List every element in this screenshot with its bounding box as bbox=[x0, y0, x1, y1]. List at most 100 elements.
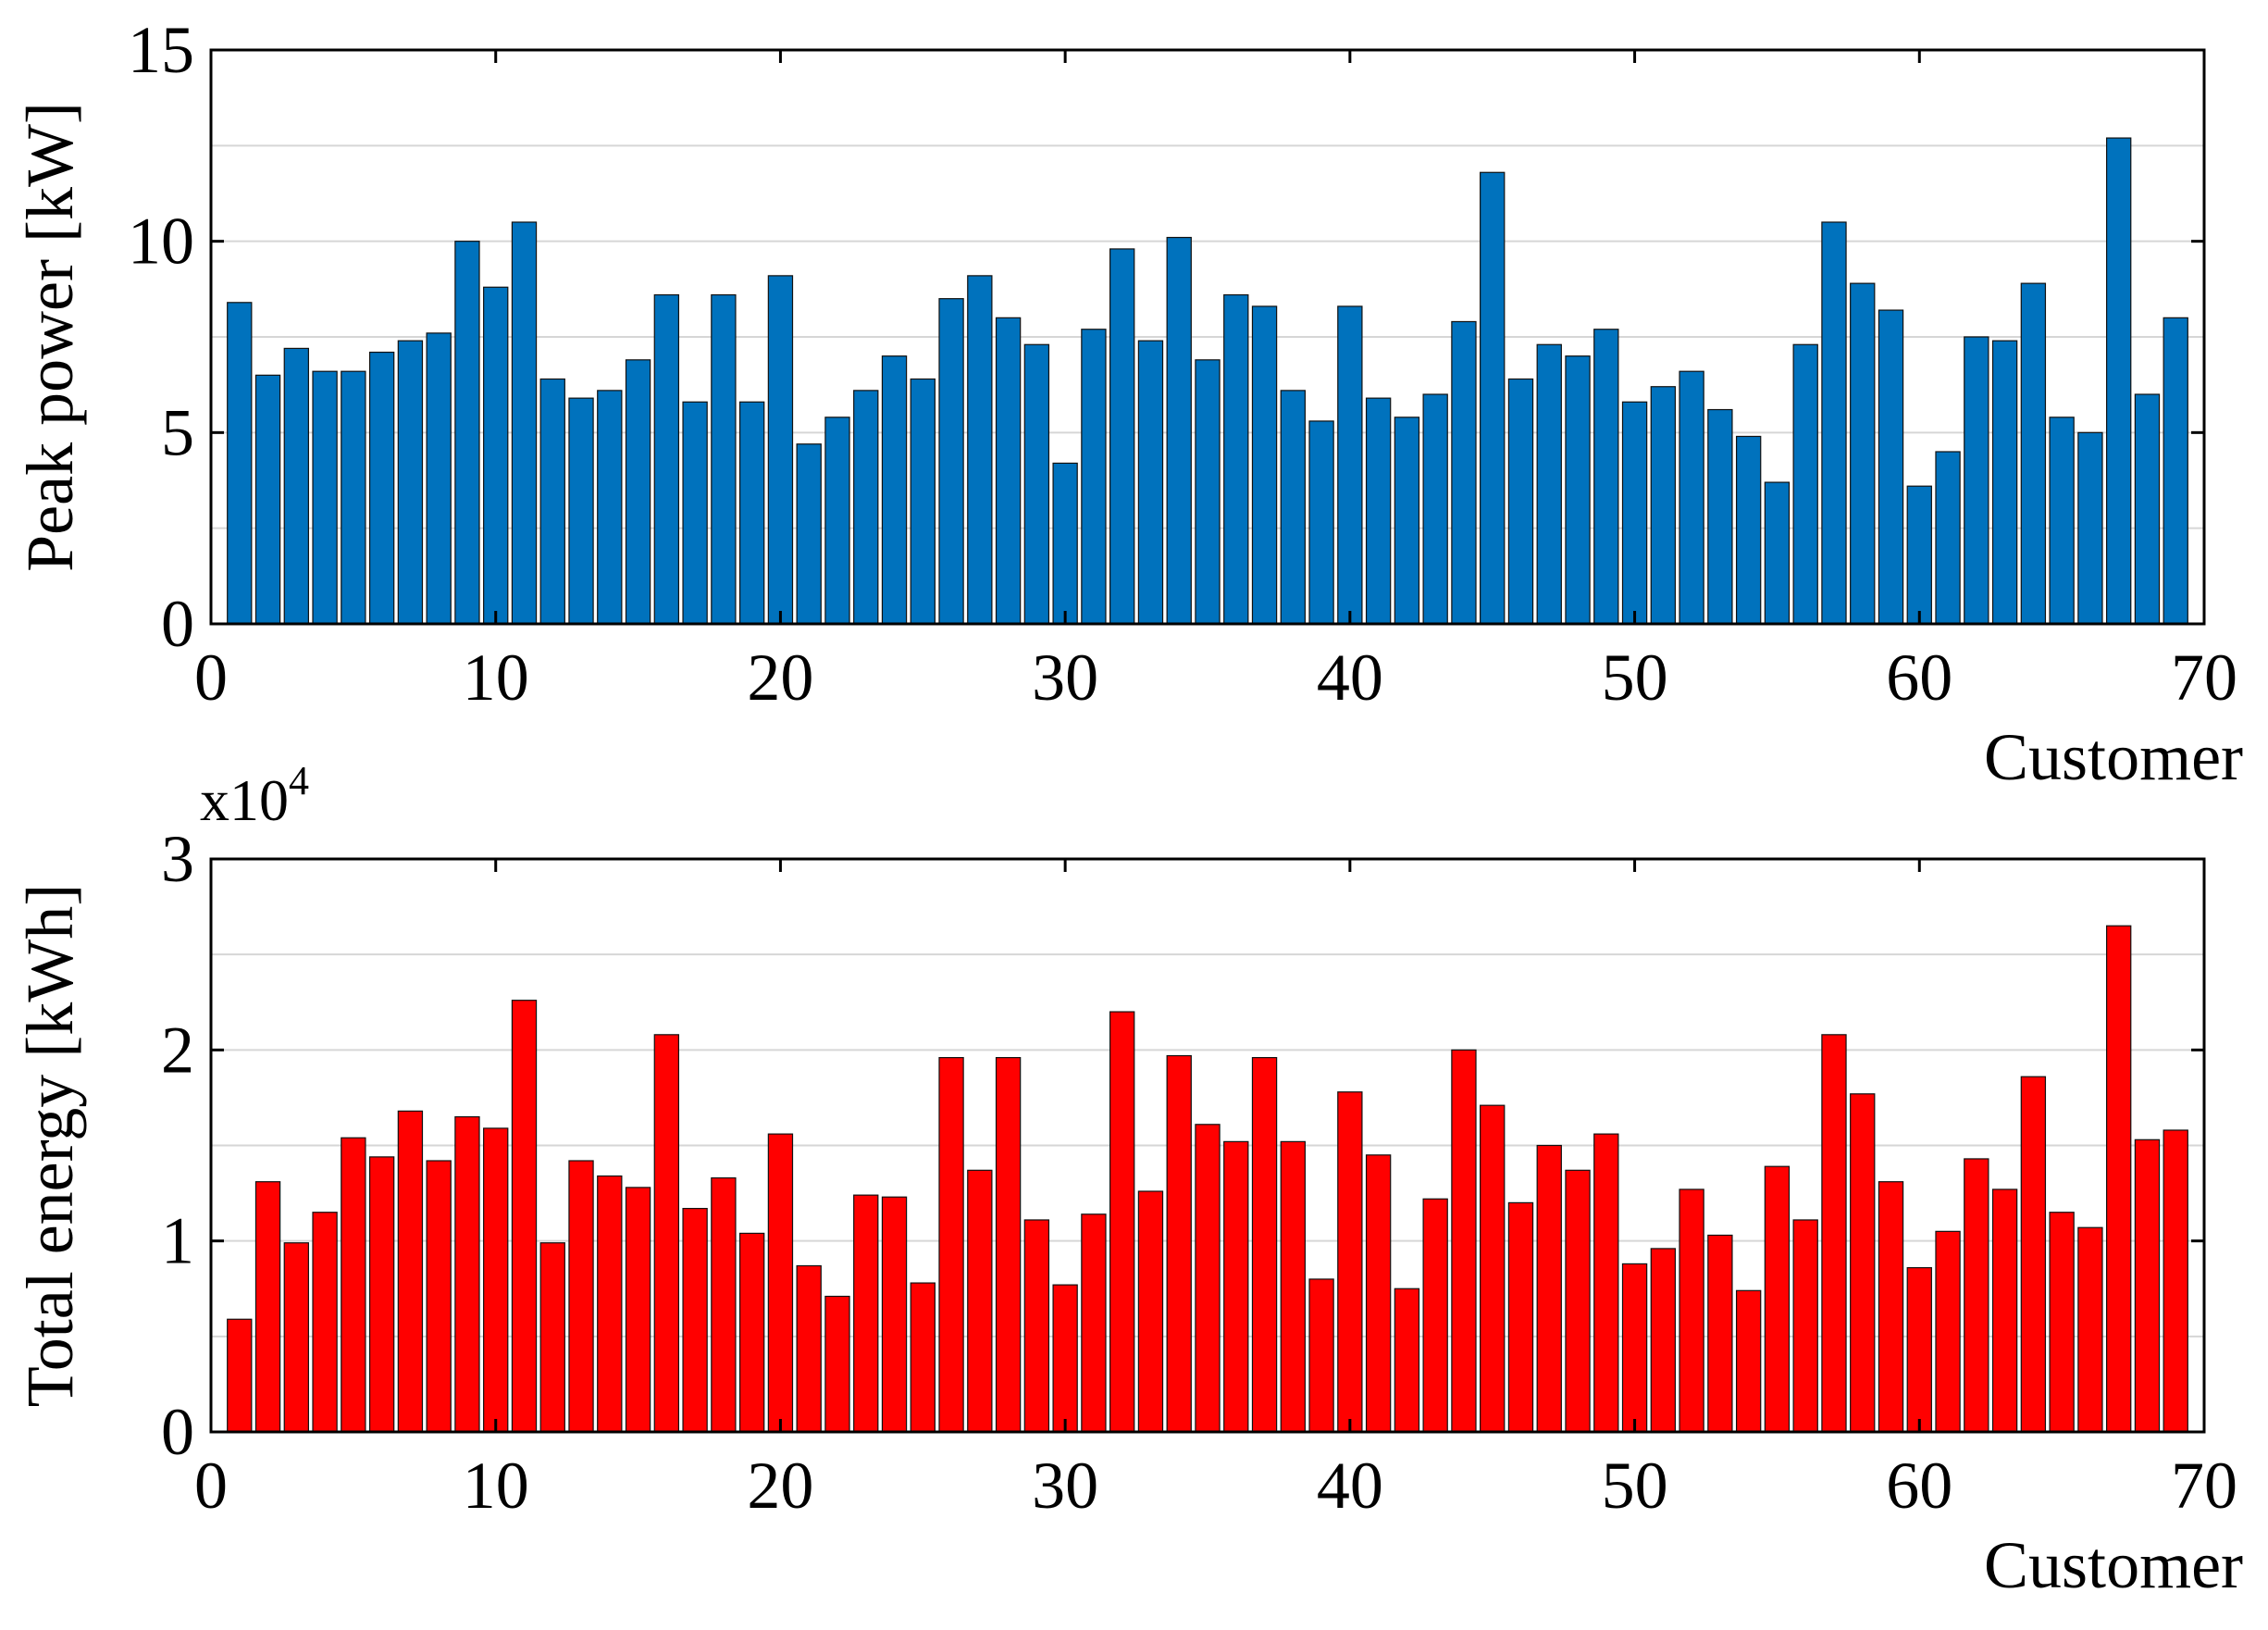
total-energy-bar bbox=[853, 1194, 879, 1433]
total-energy-bar bbox=[938, 1056, 964, 1433]
total-energy-bar bbox=[283, 1242, 309, 1433]
total-energy-bar bbox=[1650, 1248, 1677, 1433]
total-energy-bar bbox=[1365, 1154, 1392, 1433]
peak-power-bar bbox=[1621, 401, 1648, 625]
total-energy-bar bbox=[1621, 1263, 1648, 1433]
peak-power-bar bbox=[1137, 340, 1164, 625]
peak-power-x-tick-label: 40 bbox=[1317, 641, 1383, 715]
total-energy-x-tick-label: 10 bbox=[463, 1449, 529, 1523]
total-energy-bar bbox=[995, 1056, 1022, 1433]
total-energy-bar bbox=[711, 1176, 737, 1433]
total-energy-x-tick-label: 30 bbox=[1032, 1449, 1098, 1523]
total-energy-bar bbox=[312, 1212, 338, 1433]
peak-power-bar bbox=[1195, 359, 1221, 625]
peak-power-bar bbox=[967, 275, 993, 625]
total-energy-x-tick-label: 40 bbox=[1317, 1449, 1383, 1523]
total-energy-x-tick-label: 70 bbox=[2171, 1449, 2237, 1523]
peak-power-y-tick-label: 5 bbox=[161, 395, 194, 469]
total-energy-bar bbox=[454, 1115, 480, 1433]
total-energy-bar bbox=[1109, 1011, 1135, 1433]
peak-power-bar bbox=[1906, 485, 1932, 625]
total-energy-bar bbox=[1821, 1034, 1847, 1433]
total-energy-x-axis-label: Customer bbox=[1984, 1528, 2243, 1602]
total-energy-bar bbox=[682, 1207, 708, 1433]
total-energy-bar bbox=[1394, 1288, 1420, 1433]
peak-power-bar bbox=[1991, 340, 2018, 625]
total-energy-bar bbox=[2106, 925, 2132, 1433]
peak-power-x-axis-label: Customer bbox=[1984, 720, 2243, 794]
peak-power-x-tick-label: 10 bbox=[463, 641, 529, 715]
total-energy-bar bbox=[1991, 1188, 2018, 1433]
total-energy-bar bbox=[1964, 1158, 1989, 1433]
peak-power-bar bbox=[1935, 451, 1961, 625]
total-energy-bar bbox=[1081, 1213, 1107, 1433]
total-energy-bar bbox=[1792, 1219, 1818, 1433]
total-energy-bar bbox=[910, 1282, 936, 1433]
peak-power-bar bbox=[910, 378, 936, 625]
total-energy-chart: 0 10 20 30 40 50 60 70 0 1 2 3 Customer Total energy … bbox=[13, 758, 2243, 1602]
peak-power-bar bbox=[1081, 329, 1107, 625]
peak-power-bar bbox=[1964, 336, 1989, 625]
total-energy-bar bbox=[1280, 1140, 1306, 1433]
total-energy-bar bbox=[1195, 1124, 1221, 1433]
total-energy-bar bbox=[2134, 1139, 2161, 1433]
total-energy-bar bbox=[397, 1110, 424, 1433]
peak-power-bar bbox=[312, 370, 338, 625]
peak-power-bar bbox=[824, 417, 850, 625]
total-energy-bar bbox=[1451, 1049, 1477, 1433]
peak-power-bar bbox=[1223, 293, 1249, 625]
peak-power-bar bbox=[625, 359, 651, 625]
peak-power-x-tick-label: 20 bbox=[747, 641, 813, 715]
peak-power-bar bbox=[1507, 378, 1534, 625]
peak-power-bar bbox=[2134, 393, 2161, 625]
total-energy-bar bbox=[511, 1000, 538, 1433]
peak-power-bar bbox=[341, 370, 366, 625]
peak-power-y-tick-label: 10 bbox=[128, 205, 194, 279]
total-energy-bar bbox=[1480, 1104, 1506, 1433]
peak-power-bar bbox=[2106, 137, 2132, 625]
total-energy-y-axis-label: Total energy [kWh] bbox=[13, 884, 87, 1407]
peak-power-bar bbox=[1878, 309, 1904, 625]
total-energy-x-tick-label: 0 bbox=[194, 1449, 228, 1523]
total-energy-bar bbox=[1507, 1201, 1534, 1433]
total-energy-bar bbox=[227, 1318, 253, 1433]
total-energy-bar bbox=[881, 1196, 908, 1433]
total-energy-bar bbox=[1707, 1234, 1733, 1433]
total-energy-bar bbox=[1679, 1188, 1704, 1433]
total-energy-y-tick-label: 2 bbox=[161, 1013, 194, 1087]
peak-power-bar bbox=[2077, 431, 2103, 625]
total-energy-bar bbox=[625, 1187, 651, 1433]
total-energy-bar bbox=[483, 1127, 509, 1433]
peak-power-bar bbox=[397, 340, 424, 625]
peak-power-bar bbox=[796, 443, 822, 625]
peak-power-bar bbox=[1308, 420, 1334, 625]
total-energy-x-tick-label: 50 bbox=[1602, 1449, 1668, 1523]
peak-power-bar bbox=[653, 293, 680, 625]
peak-power-bar bbox=[711, 293, 737, 625]
peak-power-bar bbox=[539, 378, 565, 625]
total-energy-bar bbox=[738, 1232, 765, 1433]
peak-power-bar bbox=[454, 241, 480, 625]
total-energy-bar bbox=[2163, 1129, 2188, 1433]
total-energy-bar bbox=[1166, 1054, 1192, 1433]
total-energy-bar bbox=[653, 1034, 680, 1433]
total-energy-bar bbox=[2077, 1226, 2103, 1433]
total-energy-bar bbox=[1565, 1169, 1591, 1433]
total-energy-bar bbox=[1878, 1181, 1904, 1433]
peak-power-bar bbox=[853, 390, 879, 625]
peak-power-bar bbox=[1735, 435, 1762, 625]
peak-power-bar bbox=[1536, 343, 1562, 625]
total-energy-y-tick-label: 1 bbox=[161, 1204, 194, 1278]
peak-power-bar bbox=[283, 347, 309, 625]
total-energy-y-multiplier: x104 bbox=[200, 758, 309, 833]
peak-power-bar bbox=[1480, 171, 1506, 625]
total-energy-bar bbox=[1308, 1278, 1334, 1433]
peak-power-bar bbox=[1166, 236, 1192, 625]
peak-power-bar bbox=[1850, 282, 1876, 625]
total-energy-bar bbox=[824, 1295, 850, 1433]
total-energy-bar bbox=[1935, 1230, 1961, 1433]
total-energy-bar bbox=[967, 1169, 993, 1433]
peak-power-axes-frame bbox=[209, 48, 2206, 626]
peak-power-x-tick-label: 30 bbox=[1032, 641, 1098, 715]
